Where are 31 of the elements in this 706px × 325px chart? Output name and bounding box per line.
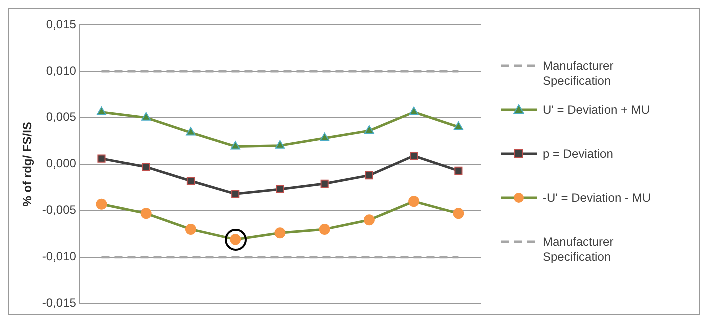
point: [409, 106, 419, 116]
y-tick-label: 0,015: [46, 17, 77, 32]
point: [186, 177, 196, 186]
y-tick-label: 0,010: [46, 64, 77, 78]
point: [364, 125, 374, 134]
point: [454, 122, 464, 130]
legend-label: p = Deviation: [543, 146, 614, 162]
point: [230, 141, 240, 150]
point: [454, 166, 463, 175]
point: [320, 132, 330, 142]
legend-label: Manufacturer Specification: [543, 58, 615, 88]
point: [142, 112, 152, 121]
point: [410, 152, 418, 160]
point: [275, 140, 286, 149]
point: [186, 127, 196, 136]
y-tick-label: 0,000: [46, 156, 77, 171]
point: [96, 106, 107, 116]
legend-label: U' = Deviation + MU: [543, 102, 651, 118]
point: [232, 190, 240, 198]
point: [365, 172, 374, 180]
y-tick-label: -0,010: [42, 250, 77, 264]
point: [276, 185, 284, 194]
y-tick-label: -0,005: [42, 203, 77, 218]
legend-label: Manufacturer Specification: [543, 234, 615, 264]
y-axis-title: % of rdg/ FS/IS: [20, 122, 35, 207]
point: [320, 180, 329, 188]
point: [142, 163, 150, 172]
legend-label: -U' = Deviation - MU: [543, 190, 652, 206]
y-tick-label: -0,015: [42, 296, 77, 310]
point: [98, 154, 106, 163]
y-tick-label: 0,005: [46, 110, 77, 124]
